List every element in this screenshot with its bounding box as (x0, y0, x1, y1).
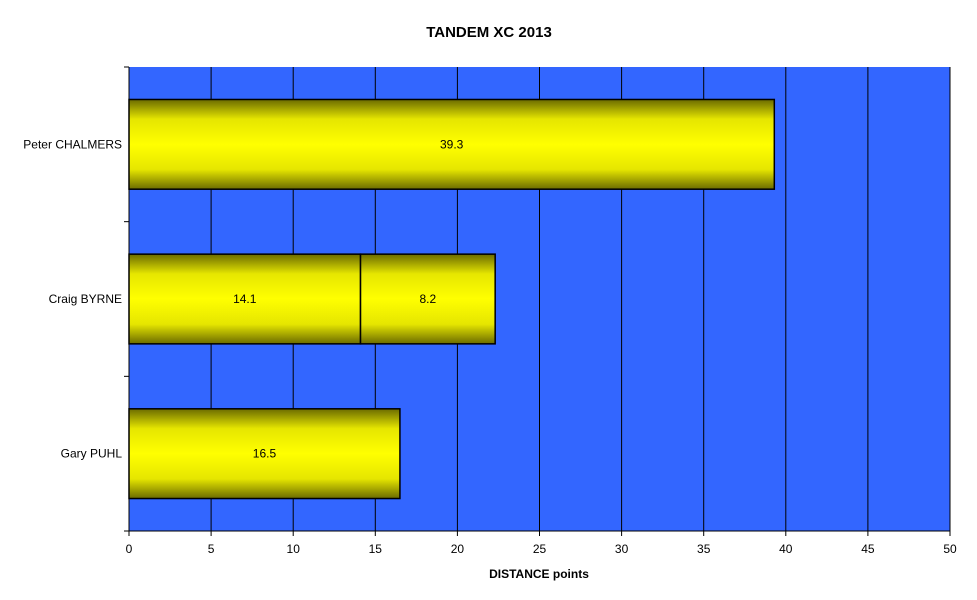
category-label: Peter CHALMERS (23, 137, 122, 151)
bar-segment (128, 408, 401, 500)
x-tick-label: 45 (861, 542, 875, 556)
x-tick-label: 15 (369, 542, 383, 556)
x-tick-label: 50 (943, 542, 957, 556)
category-label: Gary PUHL (61, 447, 123, 461)
bar-segment (128, 98, 776, 190)
data-label: 39.3 (440, 137, 464, 151)
x-tick-label: 25 (533, 542, 547, 556)
x-tick-label: 30 (615, 542, 629, 556)
category-label: Craig BYRNE (49, 292, 122, 306)
x-tick-label: 40 (779, 542, 793, 556)
bars-layer: 39.3 14.1 8.2 16.5 (128, 98, 776, 500)
chart-title: TANDEM XC 2013 (426, 24, 552, 41)
x-tick-label: 0 (126, 542, 133, 556)
x-axis-label: DISTANCE points (489, 567, 589, 581)
x-tick-label: 5 (208, 542, 215, 556)
bar-segment (359, 253, 496, 345)
data-label: 14.1 (233, 292, 257, 306)
data-label: 16.5 (253, 447, 277, 461)
bar-segment (128, 253, 362, 345)
x-tick-label: 35 (697, 542, 711, 556)
axes-layer: 0 5 10 15 20 25 30 35 40 45 50 Peter CHALMERS Craig … (23, 66, 957, 556)
data-label: 8.2 (420, 292, 437, 306)
x-tick-label: 10 (287, 542, 301, 556)
x-tick-label: 20 (451, 542, 465, 556)
